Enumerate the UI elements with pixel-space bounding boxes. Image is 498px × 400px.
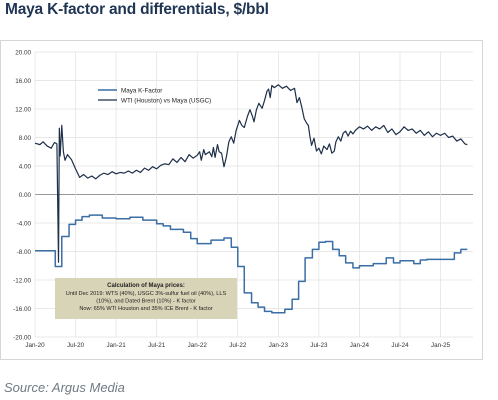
x-tick-label: Jan-24: [350, 342, 370, 349]
y-tick-label: 16.00: [15, 78, 31, 85]
x-tick-label: Jul-24: [391, 342, 409, 349]
annotation-line: (10%), and Dated Brent (10%) - K factor: [96, 299, 196, 305]
y-tick-label: 8.00: [19, 135, 32, 142]
x-axis-ticks: Jan-20 Jul-20 Jan-21 Jul-21 Jan-22 Jul-22 Jan-…: [25, 342, 450, 349]
x-tick-label: Jul-20: [67, 342, 85, 349]
annotation-line: Now: 65% WTI Houston and 35% ICE Brent -…: [79, 306, 213, 312]
x-tick-label: Jan-21: [106, 342, 126, 349]
source-note: Source: Argus Media: [4, 380, 125, 395]
annotation-background: [55, 278, 237, 319]
y-tick-label: 4.00: [19, 164, 32, 171]
y-tick-label: -12.00: [13, 278, 31, 285]
annotation-line: Until Dec 2019: WTS (40%), USGC 3%-sulfu…: [66, 291, 227, 297]
annotation-heading: Calculation of Maya prices:: [107, 283, 185, 289]
y-tick-label: -4.00: [17, 221, 32, 228]
y-tick-label: 20.00: [15, 50, 31, 57]
x-tick-label: Jan-20: [25, 342, 45, 349]
series-line-wti-vs-maya: [34, 84, 468, 263]
y-tick-label: 12.00: [15, 107, 31, 114]
y-tick-label: -16.00: [13, 306, 31, 313]
y-tick-label: 0.00: [19, 192, 32, 199]
legend-label-maya-k-factor: Maya K-Factor: [121, 87, 162, 94]
chart-canvas: 20.00 16.00 12.00 8.00 4.00 0.00 -4.00 -8.00 -12…: [13, 50, 473, 349]
y-tick-label: -20.00: [13, 335, 31, 342]
annotation-box: Calculation of Maya prices: Until Dec 201…: [55, 278, 237, 319]
x-tick-label: Jul-22: [229, 342, 247, 349]
series-line-maya-k-factor: [35, 214, 468, 314]
x-tick-label: Jan-22: [188, 342, 208, 349]
legend: Maya K-Factor WTI (Houston) vs Maya (USGC…: [98, 87, 211, 104]
x-tick-label: Jan-23: [269, 342, 289, 349]
x-tick-label: Jul-23: [310, 342, 328, 349]
x-tick-label: Jul-21: [148, 342, 166, 349]
y-axis-ticks: 20.00 16.00 12.00 8.00 4.00 0.00 -4.00 -8.00 -12…: [13, 50, 31, 342]
y-tick-label: -8.00: [17, 249, 32, 256]
series: [34, 84, 468, 314]
x-tick-label: Jan-25: [431, 342, 451, 349]
chart-title: Maya K-factor and differentials, $/bbl: [5, 1, 269, 18]
legend-label-wti-vs-maya: WTI (Houston) vs Maya (USGC): [121, 97, 211, 104]
